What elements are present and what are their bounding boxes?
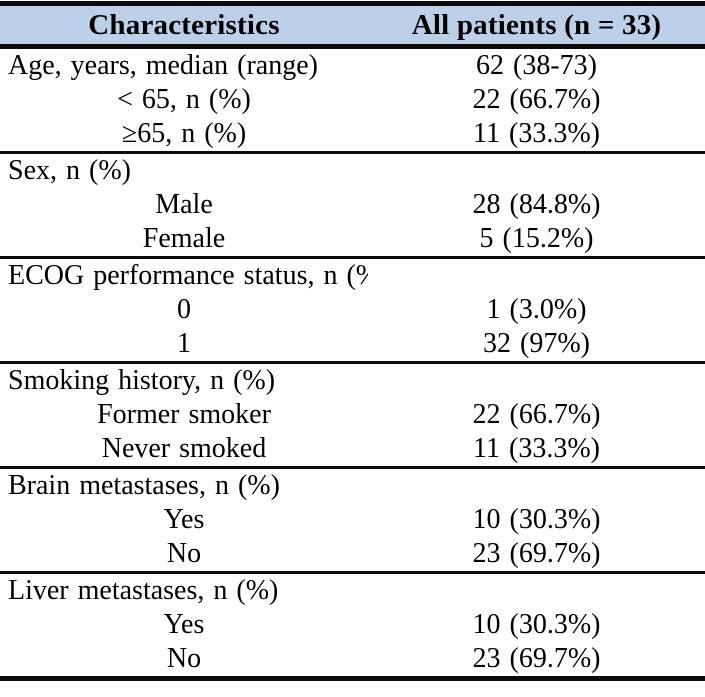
section-header-row: Brain metastases, n (%) <box>0 466 705 503</box>
table-row: ≥65, n (%) 11 (33.3%) <box>0 117 705 153</box>
table-header: Characteristics All patients (n = 33) <box>0 3 705 49</box>
value-cell: 11 (33.3%) <box>473 433 600 464</box>
table-row: Yes 10 (30.3%) <box>0 503 705 537</box>
table-row: Male 28 (84.8%) <box>0 188 705 222</box>
characteristic-cell: Brain metastases, n (%) <box>0 466 368 503</box>
value-cell: 5 (15.2%) <box>479 223 594 254</box>
value-cell: 62 (38-73) <box>476 50 597 81</box>
characteristic-cell: Age, years, median (range) <box>8 50 318 81</box>
value-cell: 10 (30.3%) <box>472 504 601 535</box>
table-row: Never smoked 11 (33.3%) <box>0 432 705 468</box>
table-row: < 65, n (%) 22 (66.7%) <box>0 83 705 117</box>
patient-characteristics-table: Characteristics All patients (n = 33) Ag… <box>0 1 705 681</box>
value-cell: 22 (66.7%) <box>472 399 601 430</box>
characteristic-cell: Yes <box>163 609 205 640</box>
value-cell: 23 (69.7%) <box>472 538 601 569</box>
section-header-row: ECOG performance status, n (%) <box>0 256 705 293</box>
characteristic-cell: Former smoker <box>97 399 271 430</box>
value-cell: 23 (69.7%) <box>472 643 601 674</box>
value-cell: 10 (30.3%) <box>472 609 601 640</box>
value-cell: 32 (97%) <box>483 328 590 359</box>
table-row: No 23 (69.7%) <box>0 642 705 679</box>
section-header-row: Liver metastases, n (%) <box>0 571 705 608</box>
value-cell: 28 (84.8%) <box>472 189 601 220</box>
section-header-row: Smoking history, n (%) <box>0 361 705 398</box>
value-cell <box>368 256 705 293</box>
characteristic-cell: Liver metastases, n (%) <box>0 571 368 608</box>
section-header-row: Sex, n (%) <box>0 151 705 188</box>
value-cell: 22 (66.7%) <box>472 84 601 115</box>
characteristic-cell: No <box>166 538 202 569</box>
characteristic-cell: ECOG performance status, n (%) <box>0 256 368 293</box>
characteristic-cell: 1 <box>177 328 191 359</box>
characteristic-cell: ≥65, n (%) <box>121 118 247 149</box>
header-cell-characteristics: Characteristics <box>0 3 368 49</box>
characteristic-cell: Never smoked <box>101 433 267 464</box>
characteristic-cell: No <box>166 643 202 674</box>
section-header-row: Age, years, median (range) 62 (38-73) <box>0 47 705 84</box>
characteristic-cell: 0 <box>177 294 191 325</box>
value-cell: 11 (33.3%) <box>473 118 600 149</box>
value-cell <box>368 151 705 188</box>
value-cell: 1 (3.0%) <box>486 294 587 325</box>
value-cell <box>368 361 705 398</box>
value-cell <box>368 571 705 608</box>
header-row: Characteristics All patients (n = 33) <box>0 3 705 49</box>
value-cell <box>368 466 705 503</box>
table-row: 1 32 (97%) <box>0 327 705 363</box>
characteristic-cell: Smoking history, n (%) <box>0 361 368 398</box>
table-row: Female 5 (15.2%) <box>0 222 705 258</box>
table-row: Former smoker 22 (66.7%) <box>0 398 705 432</box>
table-row: Yes 10 (30.3%) <box>0 608 705 642</box>
characteristic-cell: Yes <box>163 504 205 535</box>
characteristic-cell: < 65, n (%) <box>117 84 251 115</box>
characteristic-cell: Female <box>142 223 226 254</box>
header-cell-all-patients: All patients (n = 33) <box>368 3 705 49</box>
table-body: Age, years, median (range) 62 (38-73) < 65… <box>0 47 705 679</box>
table-row: 0 1 (3.0%) <box>0 293 705 327</box>
characteristic-cell: Male <box>155 189 213 220</box>
table-row: No 23 (69.7%) <box>0 537 705 573</box>
characteristic-cell: Sex, n (%) <box>0 151 368 188</box>
